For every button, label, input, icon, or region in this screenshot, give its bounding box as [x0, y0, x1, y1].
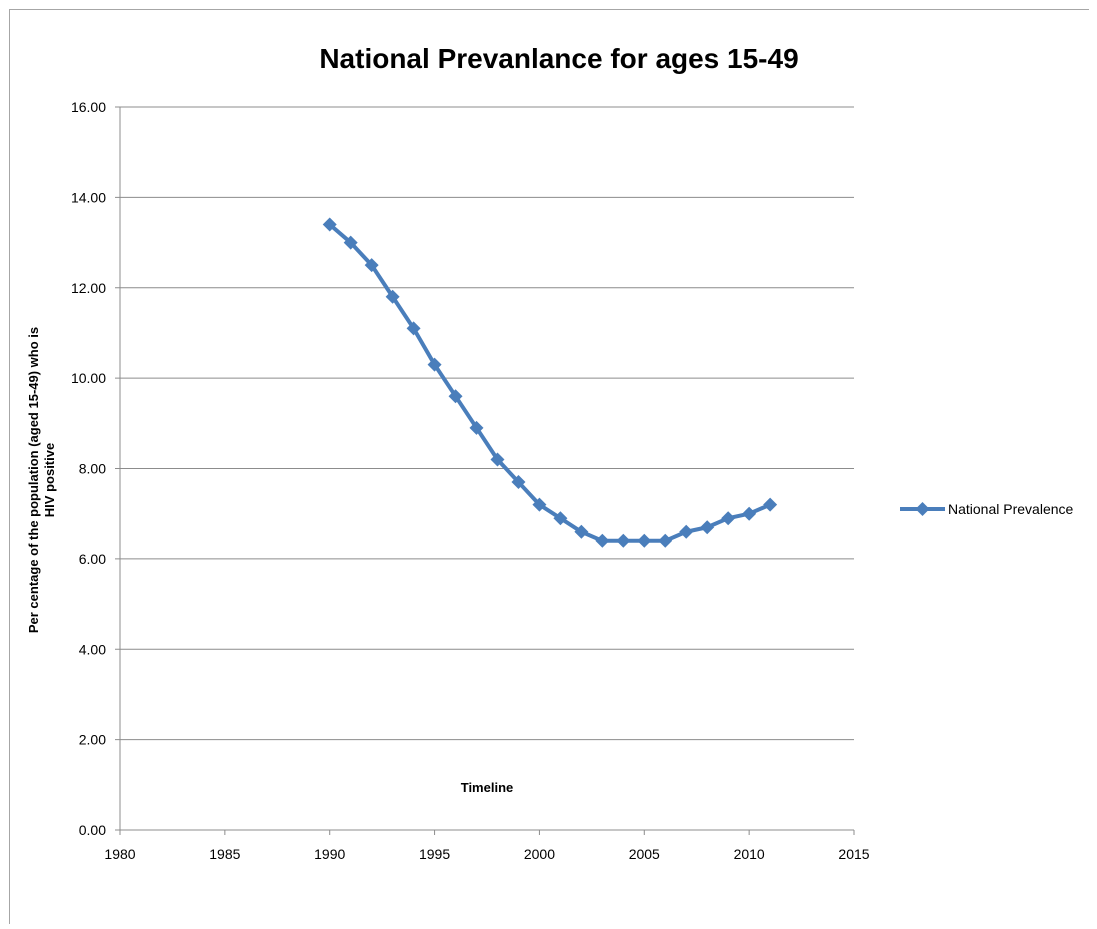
data-point-marker: [721, 511, 736, 526]
y-axis-title-line-2: HIV positive: [42, 443, 57, 517]
x-tick-label: 2000: [524, 846, 555, 862]
x-tick-label: 1995: [419, 846, 450, 862]
series-national-prevalence: [322, 217, 778, 548]
gridlines: [120, 106, 854, 741]
data-point-marker: [532, 497, 547, 512]
data-point-marker: [385, 289, 400, 304]
y-tick-label: 4.00: [79, 641, 106, 657]
data-point-marker: [595, 533, 610, 548]
legend-label: National Prevalence: [948, 501, 1074, 517]
data-point-marker: [469, 420, 484, 435]
chart-title: National Prevanlance for ages 15-49: [319, 43, 798, 74]
data-point-marker: [742, 506, 757, 521]
legend-diamond-marker: [915, 502, 930, 516]
data-point-marker: [637, 533, 652, 548]
y-tick-label: 0.00: [79, 822, 106, 838]
x-axis-title: Timeline: [461, 780, 514, 795]
data-point-marker: [763, 497, 778, 512]
y-tick-label: 2.00: [79, 732, 106, 748]
y-tick-label: 8.00: [79, 461, 106, 477]
data-point-marker: [658, 533, 673, 548]
series-line: [328, 222, 771, 543]
x-tick-label: 1980: [104, 846, 135, 862]
data-point-marker: [490, 452, 505, 467]
data-point-marker: [700, 520, 715, 535]
y-tick-label: 12.00: [71, 280, 106, 296]
data-point-marker: [364, 258, 379, 273]
y-axis-title-line-1: Per centage of the population (aged 15-4…: [26, 327, 41, 633]
x-axis-tick-labels: 1980 1985 1990 1995 2000 2005 2010 2015: [104, 846, 869, 862]
data-point-marker: [616, 533, 631, 548]
data-point-marker: [553, 511, 568, 526]
data-point-marker: [679, 524, 694, 539]
x-tick-label: 1985: [209, 846, 240, 862]
y-axis-title: Per centage of the population (aged 15-4…: [26, 327, 57, 633]
axes: [115, 106, 855, 835]
y-tick-label: 6.00: [79, 551, 106, 567]
data-point-marker: [448, 389, 463, 404]
x-tick-label: 2015: [838, 846, 869, 862]
data-point-marker: [427, 357, 442, 372]
x-tick-label: 1990: [314, 846, 345, 862]
y-tick-label: 16.00: [71, 99, 106, 115]
data-point-marker: [406, 321, 421, 336]
legend: National Prevalence: [900, 501, 1074, 517]
data-point-marker: [322, 217, 337, 232]
data-point-marker: [511, 475, 526, 490]
y-tick-label: 14.00: [71, 189, 106, 205]
chart-frame: [9, 9, 1089, 924]
y-axis-tick-labels: 0.00 2.00 4.00 6.00 8.00 10.00 12.00 14.00 16.00: [71, 99, 106, 838]
x-tick-label: 2005: [629, 846, 660, 862]
y-tick-label: 10.00: [71, 370, 106, 386]
data-point-marker: [343, 235, 358, 250]
x-tick-label: 2010: [734, 846, 765, 862]
data-point-marker: [574, 524, 589, 539]
